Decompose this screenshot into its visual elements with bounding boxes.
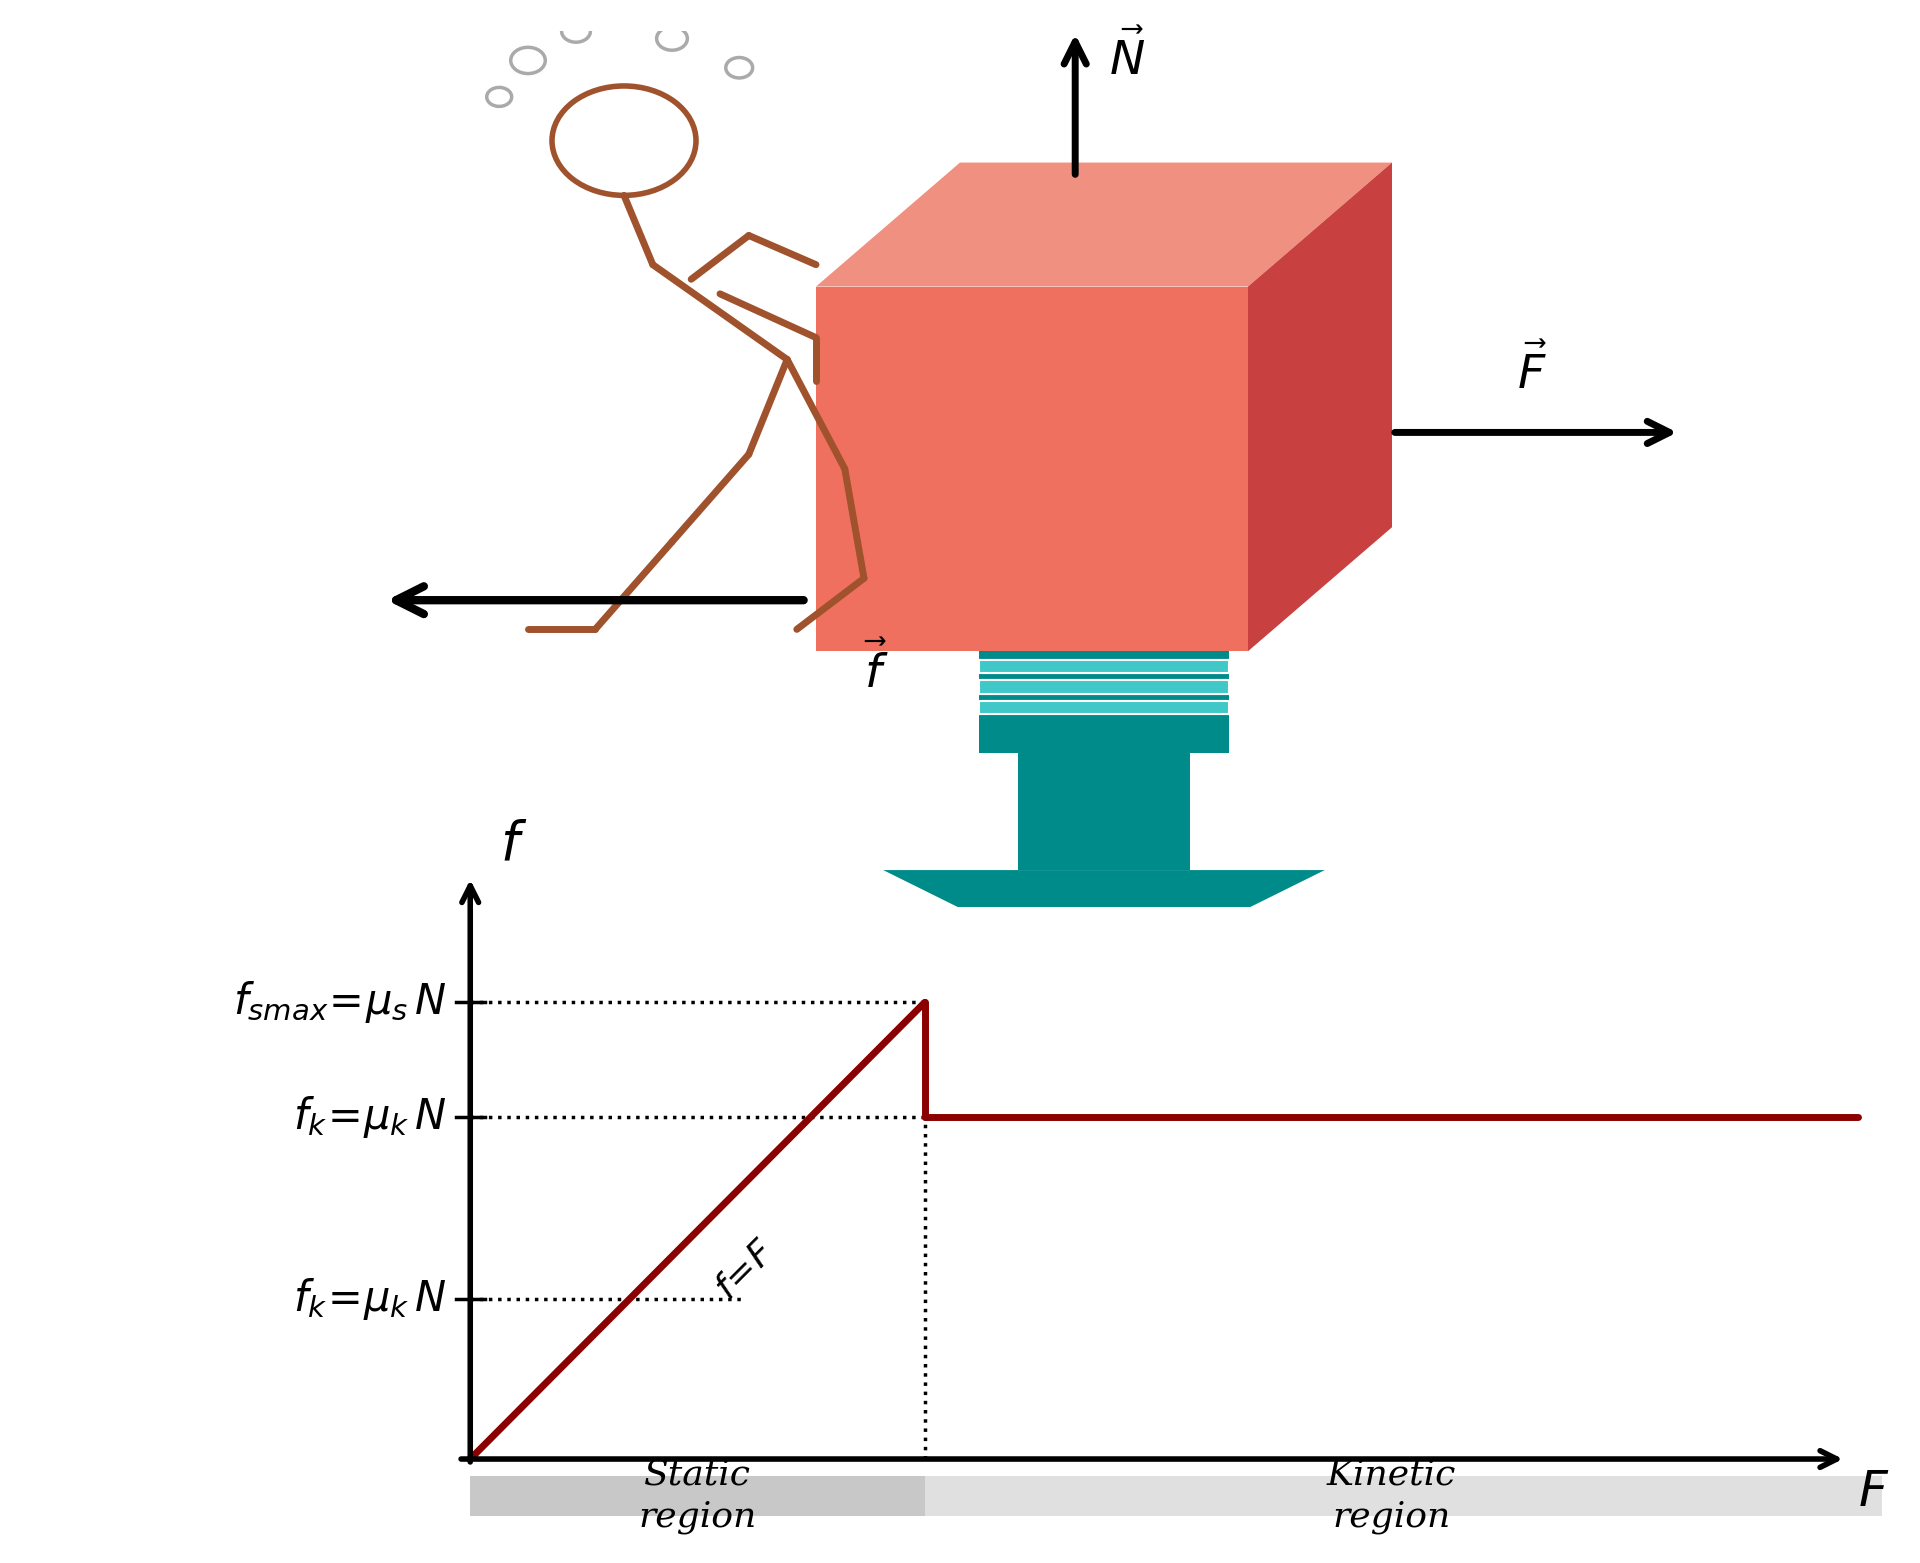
Text: $\vec{f}$: $\vec{f}$ bbox=[864, 644, 889, 697]
Polygon shape bbox=[1248, 163, 1392, 652]
Text: Static
region: Static region bbox=[637, 1458, 756, 1535]
Bar bbox=[979, 680, 1229, 694]
Bar bbox=[470, 1475, 925, 1516]
Bar bbox=[979, 700, 1229, 714]
Polygon shape bbox=[816, 163, 1392, 286]
Text: $f_{smax}\!=\!\mu_s\,N$: $f_{smax}\!=\!\mu_s\,N$ bbox=[232, 980, 445, 1025]
Bar bbox=[979, 680, 1229, 694]
Bar bbox=[1018, 750, 1190, 871]
Polygon shape bbox=[883, 871, 1325, 980]
Text: $f$: $f$ bbox=[499, 821, 528, 871]
Bar bbox=[979, 700, 1229, 714]
Text: $F$: $F$ bbox=[1859, 1468, 1889, 1516]
Bar bbox=[979, 652, 1229, 753]
Text: Kinetic
region: Kinetic region bbox=[1327, 1458, 1455, 1535]
Text: $f_k\!=\!\mu_k\,N$: $f_k\!=\!\mu_k\,N$ bbox=[292, 1094, 445, 1139]
Text: $\vec{F}$: $\vec{F}$ bbox=[1517, 345, 1548, 399]
Text: $f\!=\!F$: $f\!=\!F$ bbox=[708, 1235, 781, 1307]
Polygon shape bbox=[816, 286, 1248, 652]
Bar bbox=[925, 1475, 1882, 1516]
Text: $\vec{N}$: $\vec{N}$ bbox=[1110, 31, 1144, 84]
Bar bbox=[979, 660, 1229, 674]
Text: $f_k\!=\!\mu_k\,N$: $f_k\!=\!\mu_k\,N$ bbox=[292, 1277, 445, 1322]
Bar bbox=[979, 660, 1229, 674]
